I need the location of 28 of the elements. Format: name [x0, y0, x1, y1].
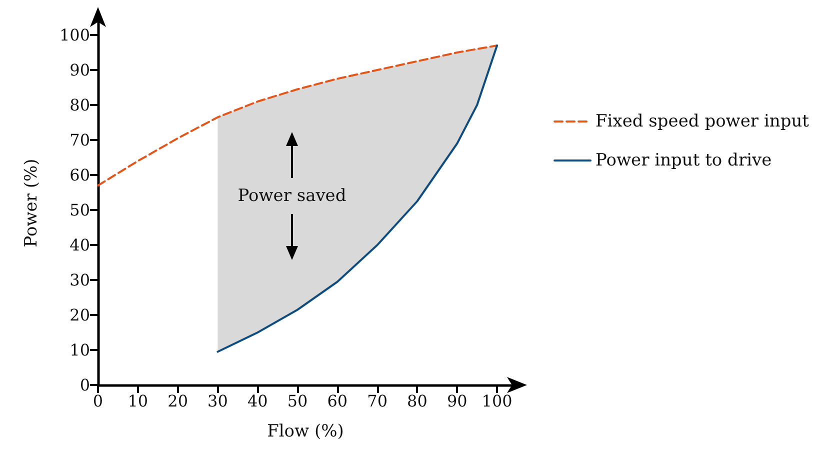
x-tick-label: 90 — [446, 392, 468, 410]
y-tick-label: 10 — [70, 340, 90, 360]
y-axis-title: Power (%) — [22, 158, 42, 248]
y-tick-label: 40 — [70, 236, 90, 254]
y-tick-label: 20 — [70, 306, 90, 324]
x-tick-label: 30 — [208, 392, 228, 410]
y-tick-label: 100 — [59, 26, 90, 44]
y-tick-label: 0 — [80, 376, 90, 394]
legend-label: Fixed speed power input — [596, 112, 810, 132]
line-series — [97, 44, 498, 186]
y-tick-label: 60 — [70, 166, 90, 184]
x-tick-label: 60 — [327, 392, 348, 410]
x-tick-label: 10 — [128, 392, 148, 410]
y-tick-label: 80 — [70, 96, 90, 114]
x-tick-label: 80 — [407, 392, 428, 410]
x-axis-title: Flow (%) — [267, 422, 344, 442]
x-tick-label: 0 — [92, 392, 104, 410]
x-tick-label: 50 — [287, 392, 308, 410]
y-tick-label: 70 — [70, 130, 90, 150]
x-tick-label: 40 — [247, 392, 268, 410]
x-tick-label: 20 — [168, 392, 188, 410]
x-tick-label: 70 — [367, 392, 388, 410]
legend-label: Power input to drive — [596, 150, 772, 170]
y-tick-label: 30 — [70, 270, 90, 290]
annotation: Power saved — [236, 185, 348, 208]
x-tick-label: 100 — [482, 392, 512, 410]
y-tick-label: 90 — [70, 60, 90, 80]
y-tick-label: 50 — [70, 200, 90, 220]
